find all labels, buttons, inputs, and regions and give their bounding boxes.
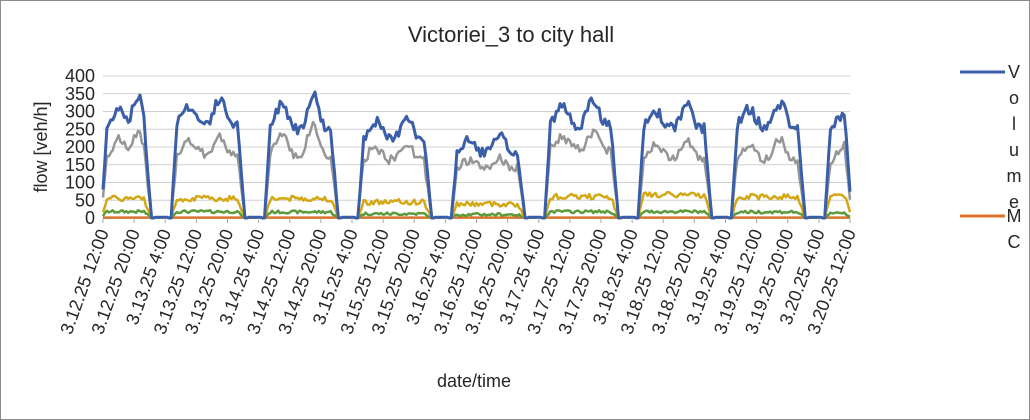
y-tick-label: 50 — [75, 190, 95, 210]
y-axis-label: flow [veh/h] — [31, 101, 51, 192]
y-tick-label: 400 — [65, 66, 95, 86]
y-tick-label: 150 — [65, 155, 95, 175]
y-tick-label: 350 — [65, 84, 95, 104]
plot-area — [101, 90, 852, 220]
y-tick-label: 250 — [65, 119, 95, 139]
x-axis-ticks: 3.12.25 12:003.12.25 20:003.13.25 4:003.… — [56, 218, 860, 337]
series-line-volume — [101, 90, 852, 220]
chart-title: Victoriei_3 to city hall — [408, 22, 614, 47]
y-tick-label: 300 — [65, 102, 95, 122]
y-tick-label: 0 — [85, 208, 95, 228]
y-tick-label: 100 — [65, 173, 95, 193]
y-tick-label: 200 — [65, 137, 95, 157]
x-axis-label: date/time — [437, 371, 511, 391]
